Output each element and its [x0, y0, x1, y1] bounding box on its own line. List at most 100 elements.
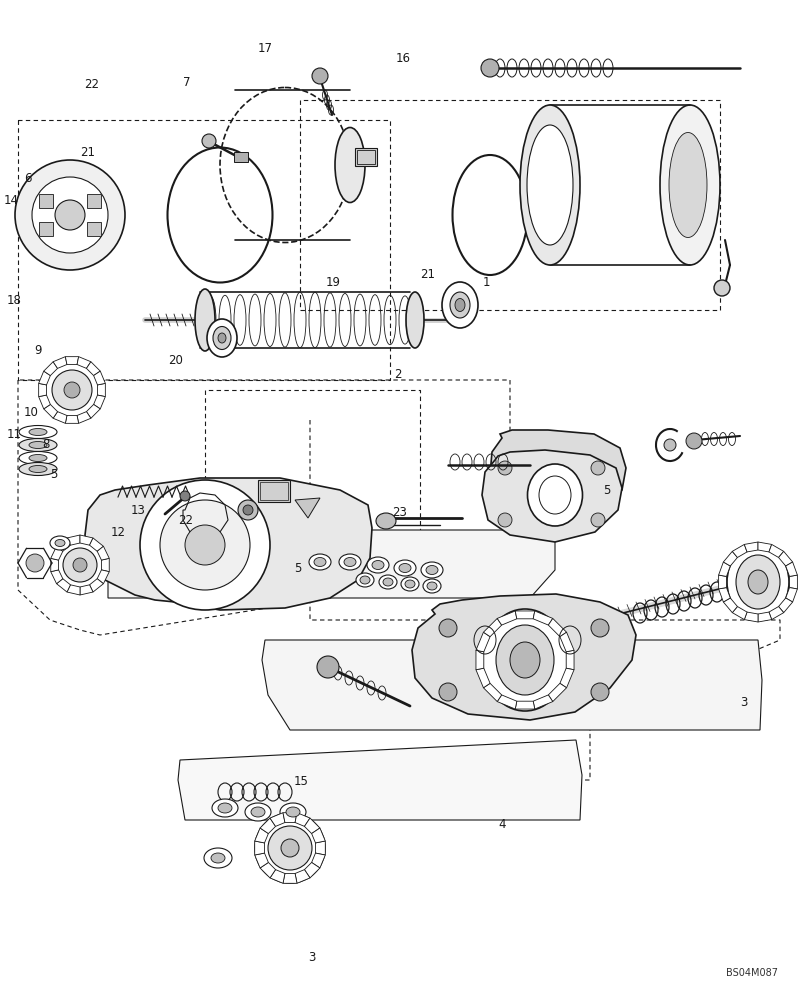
Polygon shape — [315, 841, 325, 855]
Circle shape — [63, 548, 97, 582]
Circle shape — [160, 500, 250, 590]
Text: 5: 5 — [602, 484, 609, 496]
Bar — [39, 222, 53, 236]
Polygon shape — [777, 551, 792, 566]
Text: 20: 20 — [168, 354, 182, 366]
Text: 14: 14 — [4, 194, 19, 207]
Polygon shape — [559, 632, 573, 652]
Polygon shape — [723, 598, 736, 613]
Ellipse shape — [55, 540, 65, 546]
Circle shape — [438, 619, 456, 637]
Circle shape — [663, 439, 675, 451]
Polygon shape — [97, 546, 109, 560]
Text: 13: 13 — [130, 504, 145, 516]
Text: BS04M087: BS04M087 — [725, 968, 777, 978]
Circle shape — [255, 813, 324, 883]
Circle shape — [185, 525, 225, 565]
Polygon shape — [270, 870, 284, 883]
Polygon shape — [744, 612, 757, 622]
Text: 10: 10 — [24, 406, 39, 418]
Polygon shape — [93, 395, 105, 409]
Polygon shape — [177, 740, 581, 820]
Polygon shape — [304, 818, 320, 834]
Ellipse shape — [405, 580, 414, 588]
Bar — [88, 222, 101, 236]
Text: 15: 15 — [293, 775, 308, 788]
Ellipse shape — [376, 513, 396, 529]
Polygon shape — [559, 668, 573, 688]
Text: 17: 17 — [258, 42, 272, 55]
Bar — [39, 194, 53, 208]
Ellipse shape — [279, 803, 306, 821]
Bar — [259, 482, 287, 500]
Circle shape — [52, 370, 92, 410]
Polygon shape — [718, 588, 729, 602]
Polygon shape — [39, 371, 51, 385]
Circle shape — [713, 280, 729, 296]
Circle shape — [590, 683, 608, 701]
Ellipse shape — [251, 807, 265, 817]
Polygon shape — [56, 538, 71, 551]
Ellipse shape — [378, 575, 397, 589]
Ellipse shape — [454, 298, 464, 312]
Ellipse shape — [366, 557, 389, 573]
Circle shape — [180, 491, 190, 501]
Polygon shape — [565, 650, 573, 670]
Ellipse shape — [726, 544, 788, 619]
Text: 2: 2 — [393, 367, 401, 380]
Text: 21: 21 — [80, 146, 96, 159]
Polygon shape — [532, 695, 552, 709]
Polygon shape — [77, 357, 91, 368]
Ellipse shape — [426, 566, 438, 574]
Ellipse shape — [314, 558, 325, 566]
Ellipse shape — [668, 133, 706, 238]
Polygon shape — [80, 535, 93, 545]
Ellipse shape — [393, 560, 415, 576]
Text: 3: 3 — [308, 951, 316, 964]
Ellipse shape — [401, 577, 418, 591]
Text: 5: 5 — [293, 562, 301, 575]
Polygon shape — [789, 575, 797, 589]
Ellipse shape — [526, 125, 573, 245]
Ellipse shape — [195, 289, 214, 351]
Circle shape — [316, 656, 339, 678]
Circle shape — [480, 59, 499, 77]
Ellipse shape — [212, 799, 238, 817]
Polygon shape — [496, 611, 516, 625]
Text: 7: 7 — [183, 76, 190, 89]
Polygon shape — [483, 683, 501, 702]
Ellipse shape — [421, 562, 442, 578]
Ellipse shape — [495, 625, 553, 695]
Circle shape — [64, 382, 80, 398]
Polygon shape — [515, 701, 534, 709]
Polygon shape — [757, 612, 771, 622]
Polygon shape — [532, 611, 552, 625]
Polygon shape — [65, 357, 79, 364]
Text: 19: 19 — [325, 275, 340, 288]
Ellipse shape — [308, 554, 331, 570]
Ellipse shape — [19, 452, 57, 464]
Ellipse shape — [344, 558, 356, 566]
Polygon shape — [312, 828, 325, 843]
Polygon shape — [255, 841, 264, 855]
Polygon shape — [304, 862, 320, 878]
Polygon shape — [768, 544, 783, 557]
Polygon shape — [732, 607, 746, 620]
Polygon shape — [744, 542, 757, 552]
Polygon shape — [89, 579, 104, 592]
Polygon shape — [87, 404, 100, 418]
Ellipse shape — [210, 853, 225, 863]
Ellipse shape — [527, 464, 582, 526]
Ellipse shape — [747, 570, 767, 594]
Polygon shape — [97, 383, 105, 397]
Polygon shape — [53, 357, 67, 368]
Bar — [258, 480, 290, 502]
Polygon shape — [475, 668, 490, 688]
Ellipse shape — [218, 803, 232, 813]
Circle shape — [238, 500, 258, 520]
Polygon shape — [411, 594, 635, 720]
Polygon shape — [732, 544, 746, 557]
Bar — [234, 152, 247, 162]
Polygon shape — [312, 853, 325, 868]
Polygon shape — [43, 404, 58, 418]
